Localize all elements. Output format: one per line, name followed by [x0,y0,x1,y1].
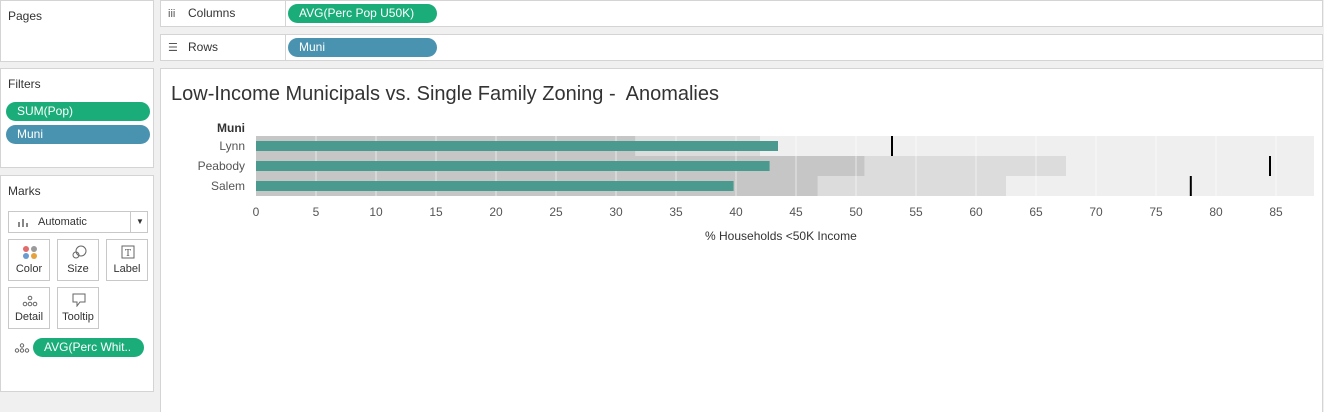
dropdown-divider [130,212,131,232]
detail-icon [22,295,38,307]
row-header: Muni [217,121,245,135]
rows-pill[interactable]: Muni [288,38,437,57]
color-label: Color [15,263,43,275]
bar-peabody [256,161,770,171]
size-icon [72,245,87,259]
tooltip-icon [72,293,86,307]
x-tick-label-35: 35 [669,205,683,219]
x-tick-label-15: 15 [429,205,443,219]
filters-panel: Filters SUM(Pop) Muni [0,68,154,168]
size-label: Size [67,263,89,275]
color-icon [23,246,37,259]
x-tick-label-40: 40 [729,205,743,219]
viz-panel: Low-Income Municipals vs. Single Family … [160,68,1323,412]
label-button[interactable]: T Label [106,239,148,281]
x-tick-label-75: 75 [1149,205,1163,219]
mark-type-value: Automatic [38,216,87,228]
pages-panel: Pages [0,0,154,62]
viz-title: Low-Income Municipals vs. Single Family … [171,83,719,105]
bullet-chart [256,136,1314,196]
detail-label: Detail [14,311,44,323]
columns-icon: iii [168,8,176,20]
x-tick-label-65: 65 [1029,205,1043,219]
rows-label: Rows [188,40,219,54]
color-button[interactable]: Color [8,239,50,281]
mark-type-dropdown[interactable]: Automatic ▼ [8,211,148,233]
detail-field-icon [14,343,30,353]
chevron-down-icon: ▼ [136,217,144,226]
columns-pill[interactable]: AVG(Perc Pop U50K) [288,4,437,23]
x-tick-label-20: 20 [489,205,503,219]
rows-shelf: ☰ Rows Muni [160,34,1323,61]
filter-pill-muni[interactable]: Muni [6,125,150,144]
rows-shelf-label: ☰ Rows [161,35,286,60]
bar-chart-icon [18,219,28,227]
rows-icon: ☰ [168,42,178,54]
size-button[interactable]: Size [57,239,99,281]
x-tick-label-0: 0 [252,205,260,219]
bar-lynn [256,141,778,151]
detail-pill-perc-white[interactable]: AVG(Perc Whit.. [33,338,144,357]
tooltip-button[interactable]: Tooltip [57,287,99,329]
tooltip-label: Tooltip [62,311,94,323]
x-tick-label-70: 70 [1089,205,1103,219]
x-tick-label-85: 85 [1269,205,1283,219]
svg-text:T: T [125,249,131,259]
x-axis-title: % Households <50K Income [705,229,857,243]
columns-shelf: iii Columns AVG(Perc Pop U50K) [160,0,1323,27]
x-tick-label-50: 50 [849,205,863,219]
x-tick-label-80: 80 [1209,205,1223,219]
bar-salem [256,181,734,191]
pages-title: Pages [8,9,43,23]
marks-title: Marks [8,184,41,198]
x-tick-label-25: 25 [549,205,563,219]
detail-button[interactable]: Detail [8,287,50,329]
x-tick-label-60: 60 [969,205,983,219]
filter-pill-sum-pop[interactable]: SUM(Pop) [6,102,150,121]
marks-panel: Marks Automatic ▼ Color Size T Label [0,175,154,392]
x-tick-label-5: 5 [312,205,320,219]
text-label-icon: T [121,245,135,259]
label-label: Label [113,263,141,275]
columns-shelf-label: iii Columns [161,1,286,26]
x-tick-label-55: 55 [909,205,923,219]
x-tick-label-45: 45 [789,205,803,219]
x-tick-label-30: 30 [609,205,623,219]
columns-label: Columns [188,6,236,20]
row-label-lynn: Lynn [219,139,245,153]
filters-title: Filters [8,77,41,91]
x-tick-label-10: 10 [369,205,383,219]
row-label-peabody: Peabody [197,159,245,173]
row-label-salem: Salem [210,179,245,193]
